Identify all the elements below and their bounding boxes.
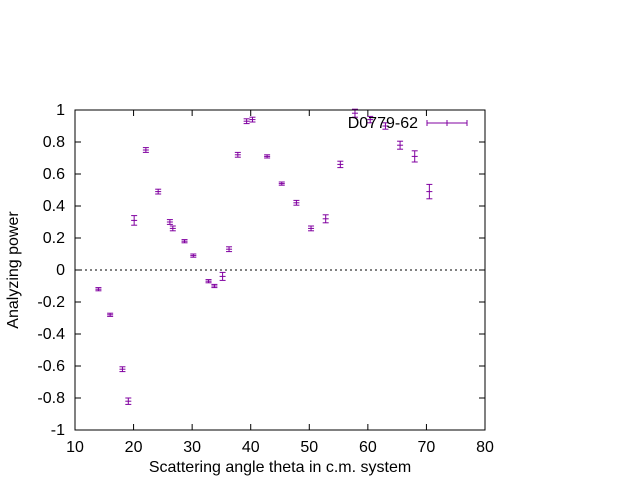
data-point xyxy=(243,118,250,125)
y-tick-label: -0.2 xyxy=(37,294,65,311)
data-point xyxy=(125,397,132,405)
y-tick-label: 0.4 xyxy=(43,198,65,215)
data-point xyxy=(95,287,102,292)
data-point xyxy=(219,271,226,281)
data-point xyxy=(131,215,138,226)
y-tick-label: 1 xyxy=(56,102,65,119)
y-tick-label: 0 xyxy=(56,262,65,279)
data-point xyxy=(426,183,433,200)
data-point xyxy=(226,246,233,253)
x-tick-label: 70 xyxy=(418,439,436,456)
y-tick-label: -0.4 xyxy=(37,326,65,343)
data-point xyxy=(382,122,389,130)
data-point xyxy=(278,181,285,186)
data-point xyxy=(119,366,126,373)
legend-label-d0779-62: D0779-62 xyxy=(348,115,418,132)
plot-frame xyxy=(74,109,486,431)
x-axis-label: Scattering angle theta in c.m. system xyxy=(149,459,411,476)
data-point xyxy=(211,283,218,289)
data-point xyxy=(322,214,329,224)
y-tick-label: 0.2 xyxy=(43,230,65,247)
data-point xyxy=(293,199,300,206)
data-point xyxy=(308,225,315,232)
data-point xyxy=(397,140,404,150)
y-axis-label: Analyzing power xyxy=(5,211,22,329)
data-point xyxy=(169,225,176,232)
data-point xyxy=(337,160,344,169)
data-point xyxy=(249,116,256,123)
data-layer xyxy=(95,108,433,405)
x-tick-label: 30 xyxy=(183,439,201,456)
x-tick-label: 60 xyxy=(359,439,377,456)
x-tick-label: 20 xyxy=(125,439,143,456)
x-tick-label: 40 xyxy=(242,439,260,456)
data-point xyxy=(351,108,358,118)
data-point xyxy=(411,150,418,163)
x-tick-label: 10 xyxy=(66,439,84,456)
data-point xyxy=(155,188,162,195)
data-point xyxy=(367,115,374,124)
data-point xyxy=(107,312,114,317)
data-point xyxy=(181,239,188,244)
x-tick-label: 50 xyxy=(300,439,318,456)
y-tick-label: 0.6 xyxy=(43,166,65,183)
data-point xyxy=(205,279,212,284)
y-tick-label: -1 xyxy=(51,422,65,439)
legend-marker xyxy=(426,120,468,126)
tick-layer: 10 20 30 40 50 60 70 80 -1 -0.8 -0.6 -0.4 -0.2 0 0.2 0.… xyxy=(37,102,494,456)
legend: D0779-62 xyxy=(348,115,468,132)
y-tick-label: -0.6 xyxy=(37,358,65,375)
data-point xyxy=(190,253,197,258)
y-tick-label: -0.8 xyxy=(37,390,65,407)
data-point xyxy=(234,151,241,158)
data-point xyxy=(142,147,149,153)
x-tick-label: 80 xyxy=(476,439,494,456)
data-point xyxy=(264,154,271,159)
data-point xyxy=(166,219,173,225)
y-tick-label: 0.8 xyxy=(43,134,65,151)
